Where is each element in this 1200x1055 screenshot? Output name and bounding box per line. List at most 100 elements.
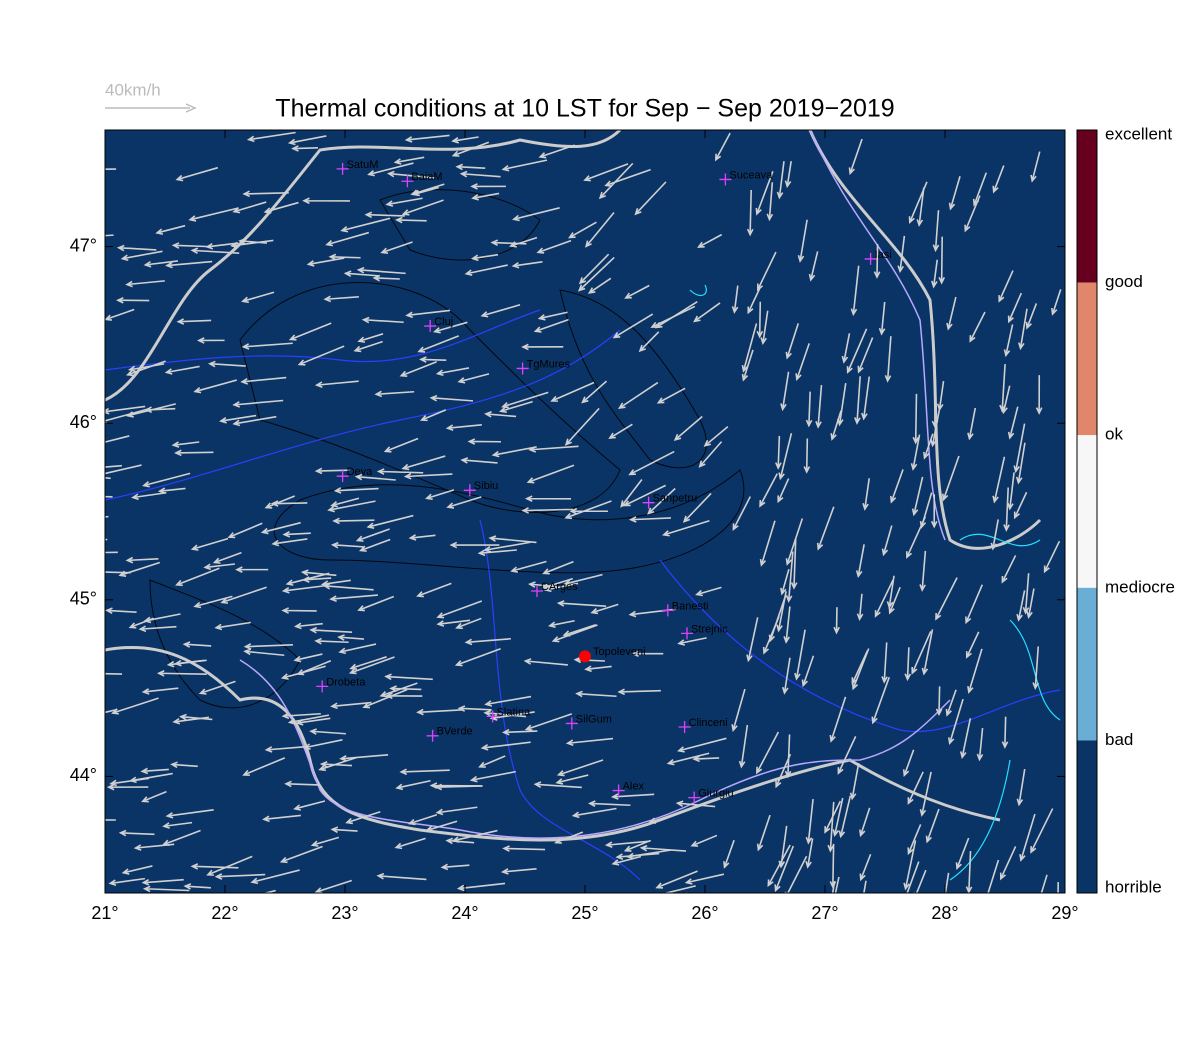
wind-arrow <box>394 837 426 850</box>
wind-arrow <box>805 391 813 428</box>
wind-arrow <box>634 181 667 216</box>
wind-arrow <box>281 712 321 720</box>
wind-arrow <box>526 464 575 484</box>
wind-arrow <box>1040 874 1048 893</box>
wind-arrow <box>919 550 927 592</box>
wind-arrow <box>755 171 774 216</box>
colorbar-band <box>1077 587 1097 741</box>
wind-arrow <box>675 800 716 808</box>
wind-arrow <box>310 836 340 847</box>
wind-arrow <box>467 438 502 445</box>
wind-arrow <box>429 394 474 402</box>
city-label: Giurgiu <box>698 788 733 800</box>
wind-arrow <box>512 207 560 222</box>
colorbar-band <box>1077 740 1097 893</box>
wind-arrow <box>220 586 267 604</box>
wind-arrow <box>291 145 319 152</box>
scale-label: 40km/h <box>105 80 161 99</box>
wind-arrow <box>270 500 308 507</box>
wind-arrow <box>1030 808 1054 854</box>
x-tick-label: 26° <box>691 903 718 923</box>
wind-arrow <box>243 648 285 657</box>
wind-arrow <box>677 737 727 753</box>
wind-arrow <box>127 363 165 373</box>
wind-arrow <box>756 301 764 339</box>
wind-arrow <box>759 473 778 508</box>
wind-arrow <box>598 162 634 200</box>
wind-arrow <box>281 607 317 614</box>
wind-arrow <box>214 621 251 631</box>
wind-arrow <box>419 356 447 363</box>
wind-arrow <box>563 573 603 586</box>
colorbar: excellent good ok mediocre bad horrible <box>1076 124 1175 896</box>
scale-arrow-head <box>185 103 197 113</box>
wind-arrow <box>999 363 1006 413</box>
wind-arrow <box>1007 472 1015 511</box>
wind-arrow <box>778 432 793 481</box>
wind-arrow <box>851 650 869 685</box>
wind-arrow <box>403 472 453 480</box>
wind-arrow <box>105 538 108 541</box>
city-label: BaiaM <box>411 171 442 183</box>
wind-arrow <box>232 399 284 408</box>
wind-arrow <box>767 844 791 888</box>
city-label: BVerde <box>437 726 473 738</box>
wind-arrow <box>587 277 612 294</box>
wind-arrow <box>499 400 533 413</box>
wind-arrow <box>610 793 655 800</box>
wind-arrow <box>384 673 433 681</box>
wind-arrow <box>941 455 960 502</box>
wind-arrow <box>656 387 686 404</box>
wind-arrow <box>801 655 815 688</box>
wind-arrow <box>140 767 169 775</box>
wind-arrow <box>568 221 597 239</box>
wind-arrow <box>881 525 893 557</box>
wind-arrow <box>542 560 574 575</box>
wind-arrow <box>521 343 564 351</box>
wind-arrow <box>196 337 225 344</box>
wind-arrow <box>480 304 521 318</box>
city-marker <box>642 496 655 509</box>
wind-arrow <box>156 670 207 677</box>
wind-arrow <box>935 686 943 717</box>
wind-arrow <box>246 131 296 143</box>
wind-arrow <box>554 831 584 844</box>
wind-arrow <box>848 138 863 176</box>
wind-arrow <box>362 688 408 709</box>
wind-arrow <box>805 838 814 869</box>
wind-arrow <box>913 869 927 893</box>
city-marker <box>401 175 414 188</box>
colorbar-label: mediocre <box>1105 577 1175 596</box>
wind-arrow <box>293 653 323 663</box>
wind-arrow <box>638 331 660 353</box>
wind-arrow <box>555 774 589 785</box>
wind-arrow <box>967 407 977 441</box>
wind-arrow <box>1003 324 1014 358</box>
wind-arrow <box>105 464 122 468</box>
wind-arrow <box>938 236 946 285</box>
wind-arrow <box>357 333 384 343</box>
wind-arrow <box>604 168 651 187</box>
wind-arrow <box>484 411 517 418</box>
cities: SatuM BaiaM Suceava Iasi Cluj TgMures Deva Sibi… <box>316 159 892 804</box>
wind-arrow <box>1015 442 1026 485</box>
wind-arrow <box>577 256 615 292</box>
wind-arrow <box>425 489 455 501</box>
wind-arrow <box>677 637 707 646</box>
wind-arrow <box>930 406 941 448</box>
city-label: Iasi <box>875 249 892 261</box>
wind-arrow <box>357 595 395 612</box>
wind-arrow <box>838 795 852 839</box>
wind-arrow <box>314 467 350 475</box>
wind-arrow <box>935 577 958 621</box>
wind-arrow <box>778 825 788 869</box>
y-tick-label: 47° <box>70 235 97 255</box>
axis-ticks: 21° 22° 23° 24° 25° 26° 27° 28° 29° 44° 45° 46° 47° <box>70 130 1079 923</box>
wind-arrow <box>284 780 320 788</box>
wind-arrow <box>105 708 117 714</box>
wind-arrow <box>242 757 286 777</box>
wind-arrow <box>354 473 396 481</box>
wind-arrow <box>282 530 311 538</box>
wind-arrow <box>262 814 301 823</box>
wind-arrow <box>805 798 814 845</box>
